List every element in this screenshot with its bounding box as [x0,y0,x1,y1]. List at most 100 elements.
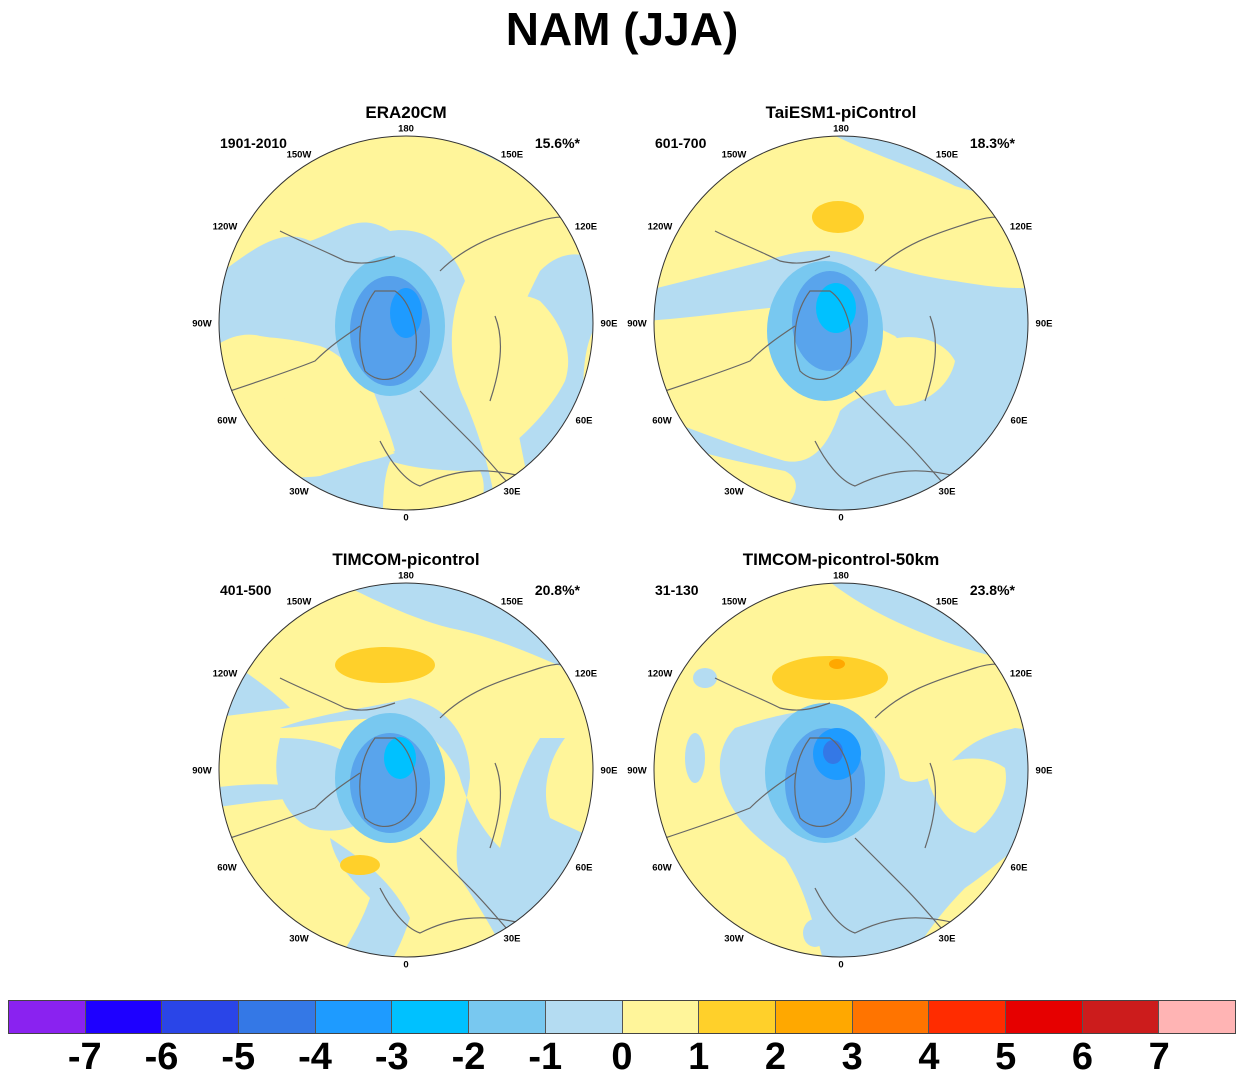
lon-label-30e: 30E [503,486,521,498]
period-label: 1901-2010 [220,135,287,151]
lon-label-120e: 120E [574,668,598,680]
colorbar-tick-label: 7 [1148,1036,1170,1078]
lon-label-150w: 150W [721,149,747,161]
lon-label-60w: 60W [217,862,237,874]
lon-label-150w: 150W [286,596,312,608]
panel-title: TaiESM1-piControl [765,103,917,122]
colorbar-swatch [1159,1001,1235,1033]
colorbar-tick-label: -2 [451,1036,486,1078]
lon-label-120e: 120E [574,221,598,233]
lon-label-90w: 90W [627,765,647,777]
lon-label-150e: 150E [935,149,959,161]
explained-variance: 15.6%* [534,135,580,151]
lon-label-150w: 150W [721,596,747,608]
lon-label-120e: 120E [1009,221,1033,233]
colorbar-tick-label: 6 [1071,1036,1094,1078]
polar-stereographic-map [653,135,1029,511]
lon-label-120w: 120W [212,221,238,233]
colorbar-tick-label: -4 [298,1036,332,1078]
map-panel-taiesm1: TaiESM1-piControl 601-700 18.3%* [627,103,1055,591]
polar-stereographic-map [653,582,1029,958]
colorbar-tick-label: 5 [995,1036,1017,1078]
panel-title: ERA20CM [365,103,447,122]
colorbar-tick-label: 0 [611,1036,633,1078]
lon-label-60e: 60E [1010,862,1028,874]
period-label: 401-500 [220,582,272,598]
colorbar-swatch [929,1001,1006,1033]
explained-variance: 20.8%* [534,582,580,598]
lon-label-180: 180 [833,570,849,582]
lon-label-90e: 90E [600,765,618,777]
lon-label-120w: 120W [647,221,673,233]
colorbar-tick-label: 1 [688,1036,710,1078]
colorbar-swatch [1082,1001,1160,1033]
colorbar-swatch [392,1001,470,1033]
polar-stereographic-map [218,582,594,958]
colorbar-swatch [85,1001,163,1033]
lon-label-30w: 30W [724,486,744,498]
lon-label-90w: 90W [192,318,212,330]
colorbar-swatch [699,1001,776,1033]
lon-label-30e: 30E [503,933,521,945]
colorbar-tick-label: -1 [528,1036,563,1078]
lon-label-60w: 60W [652,415,672,427]
colorbar-swatch [162,1001,240,1033]
colorbar-tick-label: 2 [764,1036,787,1078]
map-panel-timcom-50km: TIMCOM-picontrol-50km 31-130 23.8%* [627,550,1055,1038]
lon-label-120w: 120W [647,668,673,680]
lon-label-60e: 60E [575,862,593,874]
colorbar-tick-label: -3 [374,1036,409,1078]
colorbar-tick-label: 3 [841,1036,863,1078]
lon-label-30w: 30W [289,933,309,945]
colorbar-swatch [469,1001,546,1033]
lon-label-180: 180 [398,570,414,582]
lon-label-150e: 150E [500,596,524,608]
lon-label-60e: 60E [1010,415,1028,427]
colorbar-tick-label: -5 [221,1036,256,1078]
lon-label-150w: 150W [286,149,312,161]
lon-label-90w: 90W [627,318,647,330]
lon-label-0: 0 [838,959,844,971]
lon-label-120w: 120W [212,668,238,680]
lon-label-180: 180 [398,123,414,135]
panel-title: TIMCOM-picontrol [332,550,480,569]
lon-label-150e: 150E [935,596,959,608]
colorbar-swatch [315,1001,393,1033]
lon-label-90w: 90W [192,765,212,777]
lon-label-30w: 30W [724,933,744,945]
colorbar-swatch [775,1001,853,1033]
lon-label-60w: 60W [217,415,237,427]
period-label: 31-130 [655,582,699,598]
colorbar-swatch [1005,1001,1083,1033]
colorbar-tick-label: -6 [144,1036,179,1078]
explained-variance: 23.8%* [969,582,1015,598]
lon-label-180: 180 [833,123,849,135]
colorbar-swatch [622,1001,700,1033]
polar-stereographic-map [218,135,594,511]
period-label: 601-700 [655,135,707,151]
lon-label-90e: 90E [1035,318,1053,330]
lon-label-120e: 120E [1009,668,1033,680]
lon-label-0: 0 [838,512,844,524]
colorbar-tick-label: -7 [67,1036,102,1078]
figure-title: NAM (JJA) [505,3,739,55]
lon-label-0: 0 [403,959,409,971]
colorbar [8,1000,1236,1034]
colorbar-swatch [239,1001,316,1033]
map-panel-timcom: TIMCOM-picontrol 401-500 20.8%* [192,550,620,1038]
lon-label-30w: 30W [289,486,309,498]
lon-label-60w: 60W [652,862,672,874]
explained-variance: 18.3%* [969,135,1015,151]
map-panel-era20cm: ERA20CM 1901-2010 15.6%* [192,103,620,591]
colorbar-tick-label: 4 [918,1036,940,1078]
lon-label-150e: 150E [500,149,524,161]
lon-label-90e: 90E [600,318,618,330]
colorbar-swatch [9,1001,86,1033]
lon-label-60e: 60E [575,415,593,427]
lon-label-90e: 90E [1035,765,1053,777]
lon-label-0: 0 [403,512,409,524]
lon-label-30e: 30E [938,486,956,498]
lon-label-30e: 30E [938,933,956,945]
panel-title: TIMCOM-picontrol-50km [742,550,940,569]
colorbar-swatch [852,1001,930,1033]
